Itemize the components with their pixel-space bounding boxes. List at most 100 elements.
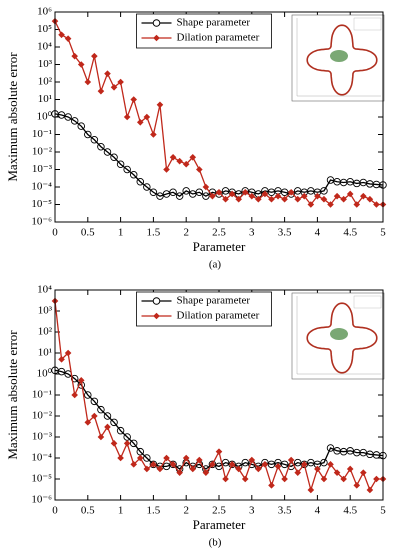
y-tick-label: 10⁻⁵	[31, 473, 52, 485]
x-axis-label: Parameter	[193, 517, 246, 532]
point	[281, 475, 288, 483]
legend-marker	[153, 312, 160, 320]
point	[360, 192, 367, 200]
inset-plot	[291, 14, 385, 102]
y-tick-label: 10⁻⁴	[31, 452, 52, 464]
y-tick-label: 10⁻¹	[32, 389, 52, 401]
point	[340, 195, 347, 203]
y-tick-label: 10⁰	[37, 111, 53, 123]
point	[90, 397, 99, 406]
point	[58, 356, 65, 363]
inset-boundary	[306, 24, 378, 96]
series-line	[54, 113, 384, 197]
y-tick-label: 10¹	[38, 93, 52, 105]
point	[91, 52, 98, 60]
point	[90, 136, 99, 144]
point	[77, 122, 85, 130]
point	[255, 465, 262, 473]
y-tick-label: 10²	[38, 326, 53, 338]
point	[136, 177, 145, 186]
point	[123, 113, 131, 121]
point	[320, 458, 328, 467]
point	[294, 195, 302, 203]
point	[176, 469, 183, 476]
point	[84, 130, 92, 139]
point	[189, 153, 197, 161]
point	[57, 367, 66, 376]
y-tick-label: 10⁵	[37, 23, 52, 35]
inset-plot	[291, 292, 385, 380]
point	[150, 461, 157, 468]
y-tick-label: 10³	[38, 305, 53, 317]
point	[215, 188, 223, 196]
point	[300, 461, 308, 468]
point	[97, 405, 105, 414]
point	[274, 192, 282, 200]
point	[333, 192, 341, 200]
point	[156, 465, 164, 473]
point	[280, 460, 289, 469]
point	[169, 188, 177, 197]
point	[360, 469, 367, 476]
point	[314, 192, 321, 200]
point	[97, 87, 105, 95]
point	[143, 465, 151, 473]
point	[58, 31, 65, 39]
point	[228, 190, 236, 198]
point	[261, 461, 269, 468]
point	[268, 195, 275, 203]
point	[163, 166, 170, 173]
point	[182, 454, 190, 462]
x-tick-label: 5	[380, 505, 386, 517]
y-tick-label: 10⁻⁶	[31, 494, 52, 506]
point	[182, 187, 190, 195]
point	[294, 469, 302, 476]
point	[123, 165, 131, 174]
y-tick-label: 10⁻²	[32, 410, 53, 422]
x-tick-label: 4	[315, 227, 321, 239]
y-tick-label: 10⁻³	[32, 431, 53, 443]
point	[156, 101, 164, 109]
caption: (b)	[209, 537, 222, 549]
x-tick-label: 0	[52, 227, 58, 239]
legend-label: Dilation parameter	[177, 310, 260, 322]
x-tick-label: 1.5	[147, 505, 161, 517]
point	[84, 391, 92, 399]
point	[143, 113, 151, 121]
inset-legend	[353, 17, 382, 31]
point	[176, 157, 183, 165]
point	[241, 475, 249, 483]
point	[195, 188, 204, 197]
point	[373, 475, 380, 483]
x-tick-label: 0.5	[81, 227, 95, 239]
point	[64, 35, 72, 42]
x-tick-label: 2.5	[212, 505, 226, 517]
point	[163, 454, 170, 462]
point	[84, 78, 92, 86]
point	[116, 160, 125, 168]
point	[130, 96, 138, 103]
point	[268, 482, 275, 489]
point	[110, 418, 118, 427]
point	[274, 463, 282, 470]
point	[235, 195, 242, 203]
point	[300, 192, 308, 200]
point	[77, 61, 85, 68]
point	[366, 486, 374, 494]
legend-box	[136, 291, 272, 327]
x-tick-label: 2.5	[212, 227, 226, 239]
legend-marker	[152, 19, 161, 27]
x-tick-label: 1.5	[147, 227, 161, 239]
point	[123, 440, 131, 447]
x-tick-label: 2	[183, 505, 189, 517]
point	[70, 374, 79, 383]
x-tick-label: 4	[315, 505, 321, 517]
y-tick-label: 10⁴	[37, 284, 52, 296]
point	[209, 192, 216, 200]
point	[57, 111, 66, 119]
point	[261, 190, 269, 198]
y-axis-label: Maximum absolute error	[5, 52, 20, 182]
point	[175, 192, 184, 200]
inset-source	[330, 328, 348, 340]
caption: (a)	[209, 259, 222, 271]
